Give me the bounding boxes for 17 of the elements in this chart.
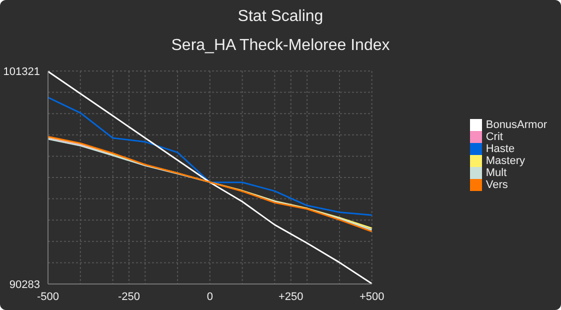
x-tick-label: 0 xyxy=(206,290,213,303)
legend-label: Haste xyxy=(486,142,515,155)
legend-label: BonusArmor xyxy=(486,118,547,131)
chart-title: Stat Scaling xyxy=(236,8,324,26)
y-tick-label: 101321 xyxy=(3,66,40,78)
legend-label: Mastery xyxy=(486,155,525,167)
legend-label: Mult xyxy=(486,167,507,180)
legend-label: Crit xyxy=(486,130,503,143)
x-tick-label: +250 xyxy=(278,290,304,303)
y-tick-label: 90283 xyxy=(9,278,40,291)
x-tick-label: -250 xyxy=(118,290,140,303)
line-series xyxy=(48,96,372,216)
x-tick-label: +500 xyxy=(359,290,384,303)
chart-subtitle: Sera_HA Theck-Meloree Index xyxy=(170,37,391,55)
x-tick-label: -500 xyxy=(36,290,60,303)
line-series xyxy=(48,71,372,284)
legend-label: Vers xyxy=(486,179,508,192)
